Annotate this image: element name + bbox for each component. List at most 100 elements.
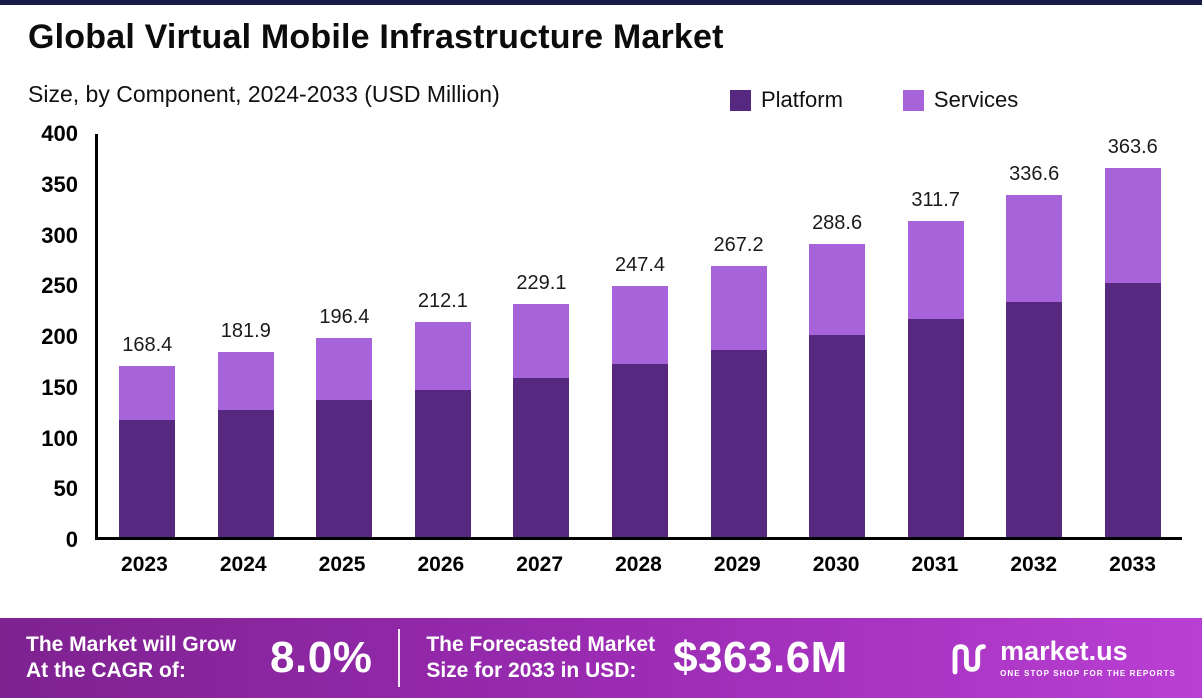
services-segment [217,352,274,411]
brand-logo: market.us ONE STOP SHOP FOR THE REPORTS [948,637,1176,679]
bar-total-label: 336.6 [1009,163,1060,186]
bar-total-label: 168.4 [122,334,173,357]
x-tick-label: 2031 [911,553,959,576]
brand-tagline: ONE STOP SHOP FOR THE REPORTS [1000,669,1176,678]
stacked-bar [809,244,866,537]
services-segment [119,366,176,421]
stacked-bar [217,352,274,537]
platform-segment [414,389,471,537]
bar-total-label: 363.6 [1107,135,1158,158]
y-tick-label: 100 [41,425,78,451]
bar-total-label: 196.4 [319,305,370,328]
platform-segment [217,410,274,537]
x-tick-label: 2026 [417,553,465,576]
bar-column: 247.4 [591,134,690,537]
x-tick-label: 2023 [121,553,168,576]
platform-segment [1104,283,1161,537]
bar-column: 196.4 [295,134,394,537]
y-tick-label: 200 [41,324,78,349]
footer-divider [398,629,401,687]
stacked-bar [513,304,570,537]
y-tick-label: 50 [53,476,78,502]
services-segment [513,304,570,378]
stacked-bar [414,321,471,537]
forecast-label: The Forecasted Market Size for 2033 in U… [426,632,655,685]
forecast-label-line1: The Forecasted Market [426,632,656,656]
bar-total-label: 247.4 [614,253,666,276]
legend-item: Services [902,87,1019,113]
forecast-value: $363.6M [673,633,848,682]
x-tick-label: 2033 [1109,553,1156,576]
x-axis-labels: 2023 2024 2025 2026 2027 2028 2029 2030 2031 2032… [95,553,1182,577]
bar-column: 168.4 [98,134,197,537]
footer-banner: The Market will Grow At the CAGR of: 8.0… [0,618,1202,698]
stacked-bar [119,366,176,537]
bar-total-label: 181.9 [220,320,271,343]
y-tick-label: 0 [65,527,78,552]
services-segment [1104,167,1161,284]
y-tick-label: 300 [41,222,78,248]
brand-name: market.us [1000,636,1128,666]
legend-item: Platform [730,87,843,113]
stacked-bar [612,285,668,537]
x-tick-label: 2032 [1010,553,1058,576]
page-title: Global Virtual Mobile Infrastructure Mar… [28,18,724,56]
x-tick-label: 2028 [615,553,662,576]
platform-segment [612,364,668,537]
stacked-bar [710,265,767,537]
bar-column: 363.6 [1083,134,1182,537]
legend-label: Platform [761,87,843,112]
market-us-logo-icon [952,644,986,675]
forecast-label-line2: Size for 2033 in USD: [426,659,637,682]
bar-total-label: 311.7 [911,188,960,211]
bar-column: 288.6 [788,134,887,537]
platform-segment [710,350,767,537]
y-tick-label: 350 [41,171,78,197]
services-segment [710,265,767,351]
y-tick-label: 250 [41,273,78,299]
cagr-label-line1: The Market will Grow [26,632,237,656]
bar-total-label: 267.2 [713,233,764,256]
platform-segment [809,335,866,537]
bar-column: 212.1 [394,134,493,537]
services-segment [612,285,668,365]
platform-segment [1006,301,1063,537]
legend-swatch [902,89,924,111]
legend-swatch [730,89,751,111]
y-tick-label: 150 [41,374,78,400]
x-tick-label: 2030 [812,553,860,576]
y-axis: 0 50 100 150 200 250 300 350 400 [20,121,78,552]
legend: Platform Services [730,87,1018,113]
services-segment [907,220,964,319]
bar-total-label: 212.1 [417,289,468,312]
brand-text: market.us ONE STOP SHOP FOR THE REPORTS [1000,636,1176,679]
x-tick-label: 2024 [219,553,267,576]
bar-column: 229.1 [492,134,591,537]
bar-column: 267.2 [689,134,788,537]
y-tick-label: 400 [41,121,78,146]
chart-subtitle: Size, by Component, 2024-2033 (USD Milli… [28,81,500,107]
cagr-label: The Market will Grow At the CAGR of: [26,632,236,685]
legend-label: Services [933,87,1019,112]
services-segment [1006,195,1063,302]
cagr-label-line2: At the CAGR of: [26,659,186,682]
services-segment [316,337,373,400]
cagr-value: 8.0% [270,633,373,682]
plot-area: 168.4 181.9 196.4 212.1 229.1 247.4 267.2 288.6… [95,134,1182,540]
x-tick-label: 2029 [713,553,761,576]
services-segment [809,244,866,336]
x-tick-label: 2025 [318,553,366,576]
bar-column: 181.9 [197,134,296,537]
platform-segment [907,318,964,537]
x-tick-label: 2027 [516,553,564,576]
platform-segment [316,399,373,537]
platform-segment [513,377,570,537]
platform-segment [119,420,176,537]
bar-column: 311.7 [886,134,985,537]
stacked-bar [316,337,373,537]
bar-column: 336.6 [985,134,1084,537]
stacked-bar [1104,167,1161,537]
stacked-bar [1006,195,1063,537]
bar-total-label: 288.6 [812,212,863,235]
bar-total-label: 229.1 [516,272,567,295]
